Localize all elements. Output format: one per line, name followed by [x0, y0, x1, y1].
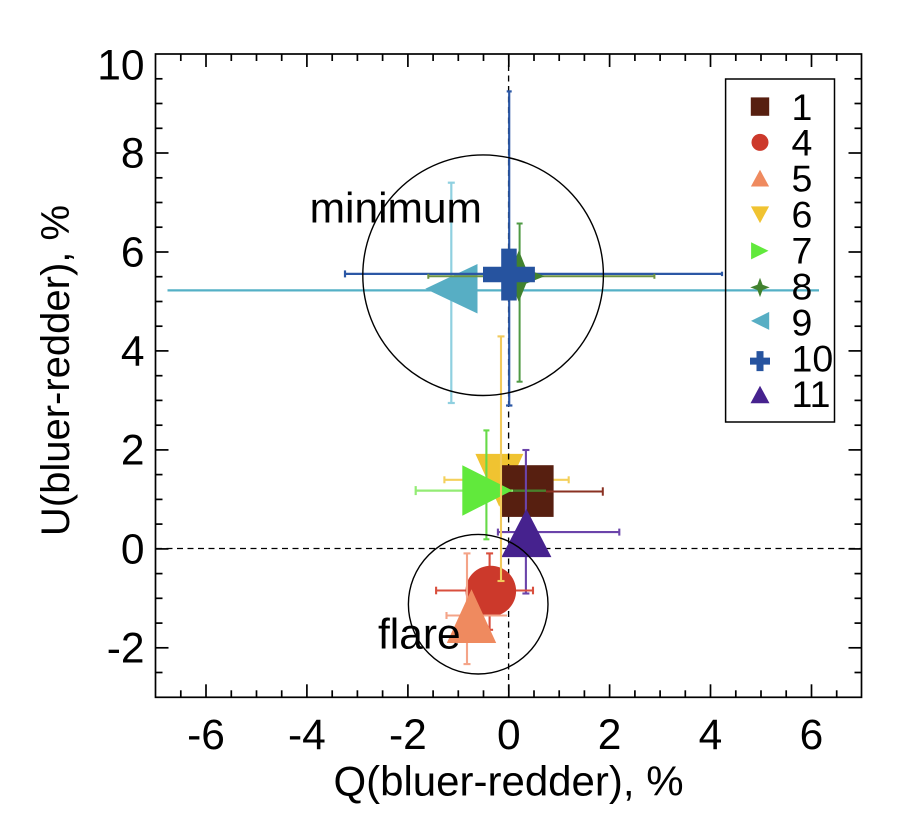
- svg-text:-6: -6: [187, 712, 225, 759]
- svg-text:6: 6: [121, 229, 145, 276]
- svg-text:minimum: minimum: [310, 186, 482, 233]
- svg-text:-2: -2: [107, 625, 145, 672]
- svg-text:8: 8: [121, 131, 145, 178]
- svg-text:0: 0: [497, 712, 521, 759]
- svg-text:6: 6: [800, 712, 824, 759]
- svg-text:5: 5: [792, 158, 813, 200]
- svg-text:9: 9: [792, 301, 813, 343]
- svg-text:11: 11: [792, 373, 831, 415]
- svg-text:Q(bluer-redder), %: Q(bluer-redder), %: [333, 758, 683, 805]
- svg-text:U(bluer-redder), %: U(bluer-redder), %: [34, 205, 78, 536]
- svg-text:0: 0: [121, 526, 145, 573]
- svg-text:8: 8: [792, 265, 813, 307]
- svg-text:4: 4: [121, 328, 145, 375]
- svg-text:10: 10: [792, 337, 834, 379]
- svg-text:1: 1: [792, 86, 813, 128]
- svg-text:flare: flare: [378, 611, 461, 658]
- svg-text:4: 4: [792, 122, 813, 164]
- svg-text:10: 10: [97, 42, 144, 89]
- svg-text:6: 6: [792, 194, 813, 236]
- svg-text:-2: -2: [389, 712, 427, 759]
- svg-text:2: 2: [598, 712, 622, 759]
- svg-text:-4: -4: [288, 712, 326, 759]
- svg-text:7: 7: [792, 230, 813, 272]
- svg-text:4: 4: [699, 712, 723, 759]
- svg-text:2: 2: [121, 427, 145, 474]
